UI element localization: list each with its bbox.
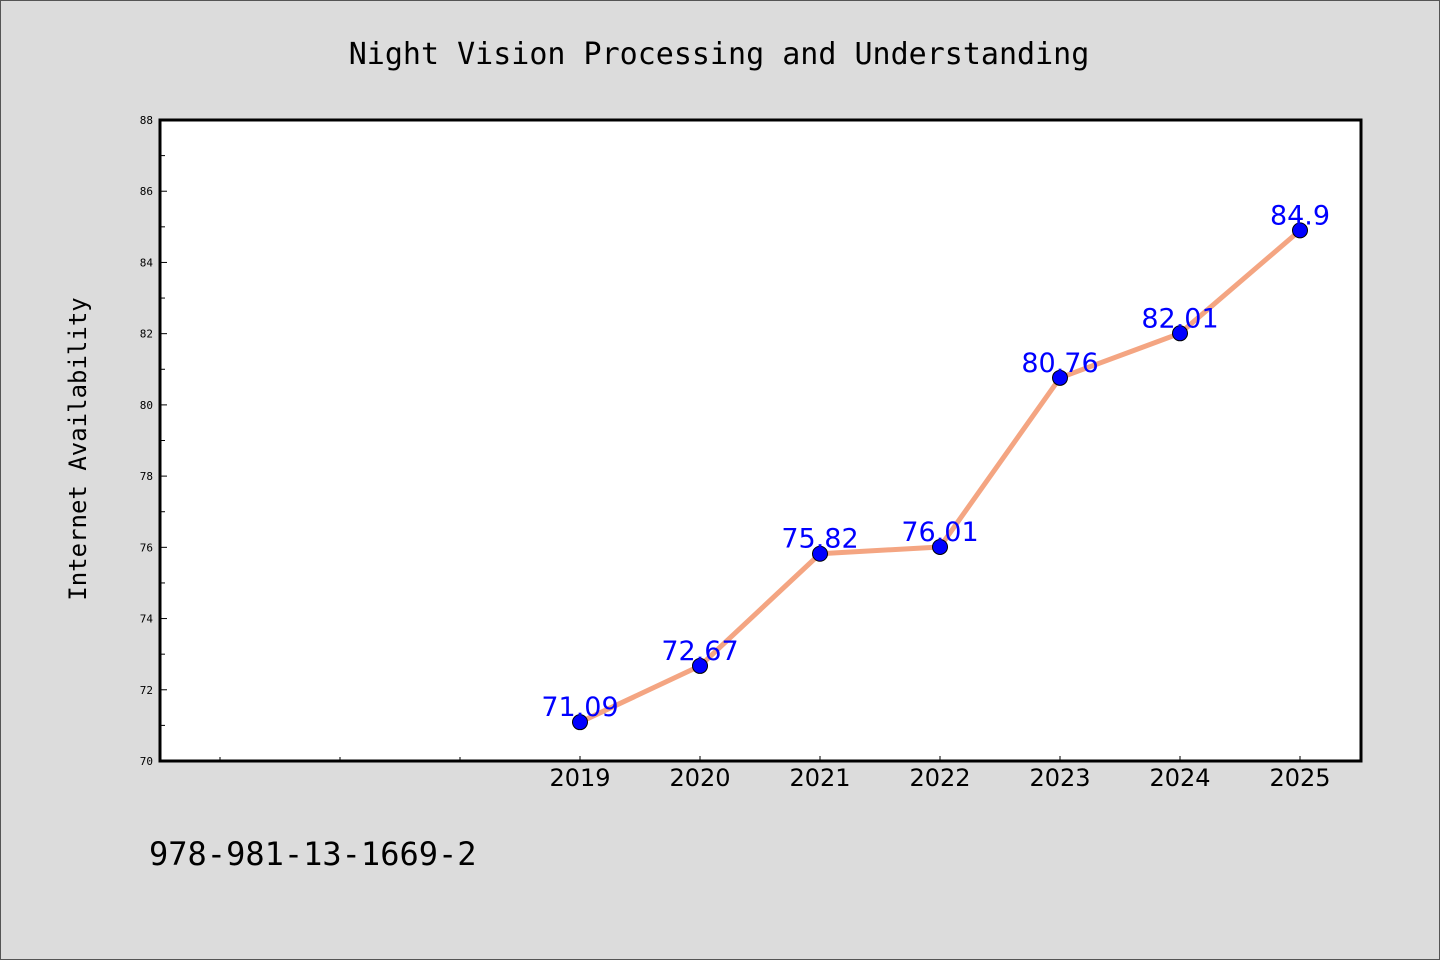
- x-tick-label: 2020: [669, 764, 730, 792]
- x-tick-label: 2019: [549, 764, 610, 792]
- data-point: [1052, 369, 1068, 386]
- x-tick-label: 2023: [1029, 764, 1090, 792]
- data-label: 75.82: [781, 524, 858, 555]
- x-tick-label: 2024: [1149, 764, 1210, 792]
- data-point: [1292, 222, 1308, 239]
- data-point: [692, 657, 708, 674]
- isbn-text: 978-981-13-1669-2: [149, 835, 477, 873]
- data-label: 82.01: [1141, 303, 1218, 334]
- series-line-group: 71.09 72.67 75.82 76.01 80.76 82.01 84.9: [541, 200, 1330, 731]
- x-tick-label: 2022: [909, 764, 970, 792]
- plot-area: [158, 118, 1363, 763]
- data-label: 80.76: [1021, 348, 1098, 379]
- y-tick-label: 70: [140, 755, 153, 768]
- x-tick-label: 2025: [1269, 764, 1330, 792]
- data-point: [812, 545, 828, 562]
- data-point: [1172, 325, 1188, 342]
- y-tick-label: 80: [140, 399, 153, 412]
- data-label: 71.09: [541, 692, 618, 723]
- y-tick-label: 84: [140, 256, 154, 269]
- data-label: 84.9: [1270, 200, 1330, 231]
- y-tick-label: 76: [140, 541, 153, 554]
- y-tick-label: 74: [140, 613, 154, 626]
- data-point: [572, 714, 588, 731]
- data-label: 72.67: [661, 636, 738, 667]
- data-point: [932, 538, 948, 555]
- y-tick-label: 78: [140, 470, 153, 483]
- y-tick-label: 72: [140, 684, 153, 697]
- x-axis-ticks: 2019 2020 2021 2022 2023 2024 2025: [219, 756, 1331, 792]
- data-label: 76.01: [901, 517, 978, 548]
- x-tick-label: 2021: [789, 764, 850, 792]
- chart-title: Night Vision Processing and Understandin…: [349, 37, 1090, 72]
- y-tick-label: 88: [140, 114, 153, 127]
- y-axis-label: Internet Availability: [64, 297, 92, 600]
- y-tick-label: 86: [140, 185, 153, 198]
- y-axis-ticks: 70 72 74 76 78 80 82 84 86 88: [140, 114, 167, 768]
- y-tick-label: 82: [140, 328, 153, 341]
